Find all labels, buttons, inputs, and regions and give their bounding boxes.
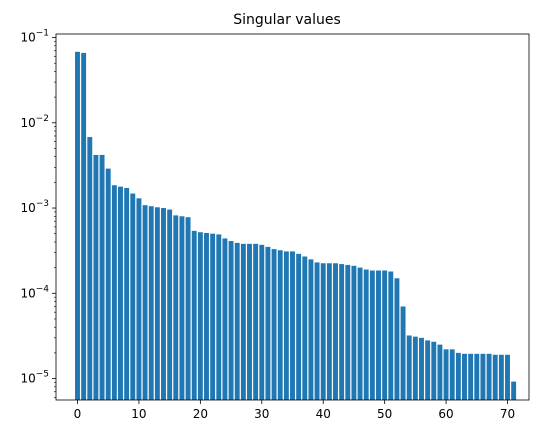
bar-7 bbox=[118, 186, 123, 400]
bar-33 bbox=[277, 250, 283, 400]
bar-2 bbox=[87, 137, 93, 400]
x-axis: 0 10 20 30 40 50 60 70 bbox=[74, 400, 515, 421]
bar-1 bbox=[81, 52, 87, 400]
y-tick-label: 10−3 bbox=[20, 199, 49, 215]
bar-68 bbox=[492, 354, 498, 400]
y-tick-label: 10−1 bbox=[20, 29, 49, 45]
bar-49 bbox=[376, 270, 381, 400]
bar-42 bbox=[333, 263, 338, 400]
bar-70 bbox=[505, 354, 510, 400]
bar-11 bbox=[142, 205, 148, 400]
bar-12 bbox=[148, 206, 154, 400]
bar-40 bbox=[320, 263, 326, 400]
bar-21 bbox=[204, 232, 209, 400]
axes-frame bbox=[55, 33, 530, 401]
bar-66 bbox=[480, 353, 486, 400]
bar-54 bbox=[406, 335, 412, 400]
bar-65 bbox=[474, 353, 480, 400]
bar-18 bbox=[185, 217, 191, 400]
x-tick-label: 20 bbox=[193, 407, 208, 421]
bar-15 bbox=[167, 209, 173, 400]
bar-37 bbox=[302, 256, 308, 400]
bar-50 bbox=[382, 270, 388, 400]
bar-55 bbox=[412, 336, 418, 400]
x-tick-label: 50 bbox=[377, 407, 392, 421]
bar-27 bbox=[240, 243, 246, 400]
bar-64 bbox=[468, 353, 474, 400]
bar-9 bbox=[130, 193, 136, 400]
bar-8 bbox=[124, 187, 130, 400]
bar-3 bbox=[93, 154, 99, 400]
bar-24 bbox=[222, 238, 228, 400]
bar-44 bbox=[345, 264, 351, 400]
bar-31 bbox=[265, 246, 271, 400]
bar-59 bbox=[437, 344, 443, 400]
bar-5 bbox=[105, 168, 111, 400]
bar-56 bbox=[419, 337, 424, 400]
y-tick-label: 10−5 bbox=[20, 370, 49, 386]
bar-61 bbox=[449, 349, 455, 400]
bar-32 bbox=[271, 249, 277, 400]
bar-14 bbox=[161, 208, 166, 400]
bar-17 bbox=[179, 216, 185, 400]
bar-43 bbox=[339, 264, 345, 400]
bar-58 bbox=[431, 341, 437, 400]
x-tick-label: 60 bbox=[438, 407, 453, 421]
bar-48 bbox=[369, 270, 375, 400]
bar-52 bbox=[394, 278, 400, 400]
bar-4 bbox=[99, 154, 105, 400]
bar-16 bbox=[173, 215, 179, 400]
bar-63 bbox=[462, 353, 467, 400]
bar-28 bbox=[247, 243, 252, 400]
y-axis: 10−5 10−4 10−3 10−2 10−1 bbox=[20, 29, 56, 398]
bar-6 bbox=[111, 185, 117, 400]
bar-26 bbox=[234, 242, 240, 400]
x-tick-label: 10 bbox=[131, 407, 146, 421]
bar-46 bbox=[357, 267, 363, 400]
x-tick-label: 40 bbox=[316, 407, 331, 421]
bar-35 bbox=[290, 251, 295, 400]
bar-53 bbox=[400, 306, 406, 400]
bar-29 bbox=[253, 243, 259, 400]
bar-41 bbox=[326, 263, 332, 400]
bar-67 bbox=[486, 353, 492, 400]
bar-47 bbox=[363, 269, 369, 400]
bar-34 bbox=[283, 251, 289, 400]
bar-22 bbox=[210, 233, 216, 400]
bar-71 bbox=[511, 381, 517, 400]
bar-19 bbox=[191, 230, 197, 400]
bar-69 bbox=[498, 354, 504, 400]
bar-36 bbox=[296, 253, 302, 400]
bar-62 bbox=[455, 352, 461, 400]
bar-23 bbox=[216, 234, 222, 400]
bar-13 bbox=[154, 207, 160, 400]
bar-45 bbox=[351, 265, 357, 400]
bar-30 bbox=[259, 244, 265, 400]
bar-25 bbox=[228, 241, 234, 400]
bar-39 bbox=[314, 262, 320, 400]
x-tick-label: 0 bbox=[74, 407, 82, 421]
bar-20 bbox=[197, 232, 203, 400]
bar-10 bbox=[136, 198, 142, 400]
y-tick-label: 10−4 bbox=[20, 284, 49, 300]
bar-60 bbox=[443, 349, 449, 400]
x-tick-label: 30 bbox=[254, 407, 269, 421]
y-tick-label: 10−2 bbox=[20, 114, 49, 130]
bar-38 bbox=[308, 259, 314, 400]
bar-51 bbox=[388, 271, 394, 400]
bar-0 bbox=[75, 51, 80, 401]
bar-57 bbox=[425, 340, 431, 400]
x-tick-label: 70 bbox=[500, 407, 515, 421]
bars bbox=[75, 51, 517, 401]
chart-title: Singular values bbox=[233, 12, 341, 28]
